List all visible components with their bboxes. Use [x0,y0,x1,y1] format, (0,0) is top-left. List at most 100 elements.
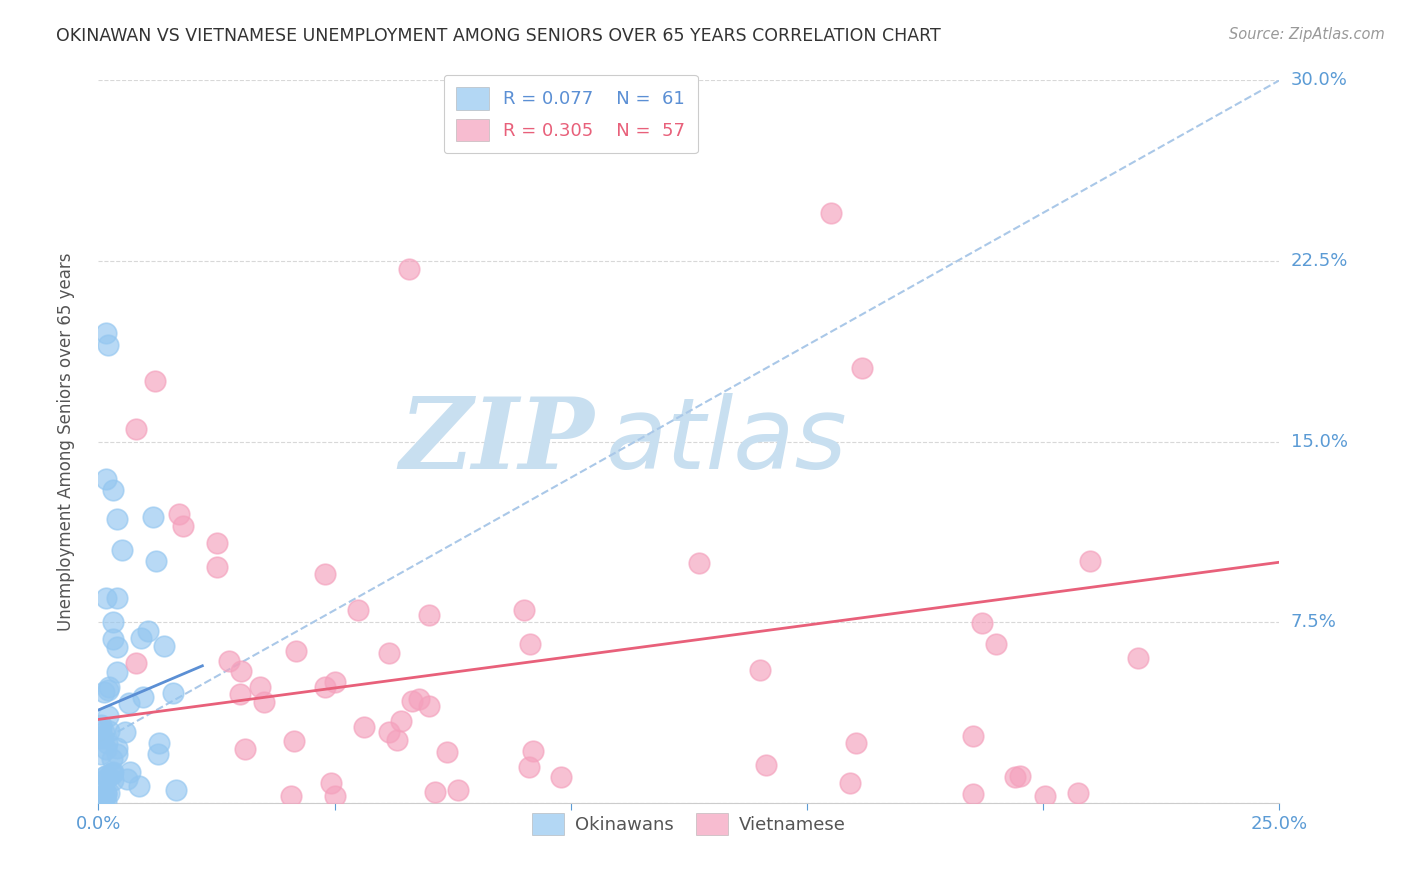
Point [378,725,401,739]
Point [148,747,170,762]
Point [522,744,544,758]
Point [314,567,336,582]
Point [408,691,430,706]
Point [90,723,112,737]
Point [167,507,190,521]
Point [94,788,117,802]
Point [962,787,984,801]
Point [105,640,128,654]
Point [96,786,118,800]
Point [90,718,112,732]
Point [96,736,118,750]
Point [101,752,124,766]
Point [172,518,194,533]
Text: ZIP: ZIP [399,393,595,490]
Point [132,690,155,704]
Point [91,796,114,810]
Point [984,637,1007,651]
Point [125,422,148,436]
Point [101,766,124,780]
Legend: Okinawans, Vietnamese: Okinawans, Vietnamese [519,801,859,848]
Point [389,714,412,728]
Text: 7.5%: 7.5% [1291,613,1337,632]
Point [845,736,868,750]
Point [93,773,115,788]
Point [820,205,842,219]
Point [235,742,257,756]
Point [436,745,458,759]
Point [401,694,423,708]
Point [280,789,302,803]
Point [105,747,128,761]
Point [1008,769,1031,783]
Point [319,776,342,790]
Point [512,603,534,617]
Text: OKINAWAN VS VIETNAMESE UNEMPLOYMENT AMONG SENIORS OVER 65 YEARS CORRELATION CHAR: OKINAWAN VS VIETNAMESE UNEMPLOYMENT AMON… [56,27,941,45]
Point [101,772,124,787]
Point [93,789,115,804]
Point [128,779,150,793]
Point [205,535,228,549]
Point [218,655,240,669]
Text: atlas: atlas [606,393,848,490]
Point [98,724,121,739]
Point [755,758,778,772]
Point [325,789,347,803]
Point [97,682,120,697]
Point [115,772,138,787]
Point [283,734,305,748]
Point [97,680,120,694]
Point [97,709,120,723]
Point [398,261,420,276]
Point [136,624,159,638]
Point [97,771,120,785]
Point [101,632,124,646]
Text: 22.5%: 22.5% [1291,252,1348,270]
Point [120,765,142,780]
Point [93,685,115,699]
Point [114,725,136,739]
Point [153,640,176,654]
Point [550,770,572,784]
Point [962,729,984,743]
Point [205,559,228,574]
Y-axis label: Unemployment Among Seniors over 65 years: Unemployment Among Seniors over 65 years [56,252,75,631]
Point [96,769,118,783]
Point [418,699,440,714]
Point [94,795,117,809]
Point [851,361,873,376]
Point [91,796,114,810]
Point [347,603,370,617]
Point [229,687,252,701]
Point [107,741,129,756]
Point [105,591,128,605]
Point [1078,554,1101,568]
Point [91,793,114,807]
Point [90,730,112,744]
Point [162,686,184,700]
Point [418,607,440,622]
Point [165,783,187,797]
Text: Source: ZipAtlas.com: Source: ZipAtlas.com [1229,27,1385,42]
Point [91,731,114,745]
Point [519,637,541,651]
Point [101,766,124,780]
Text: 30.0%: 30.0% [1291,71,1347,89]
Point [314,680,336,694]
Point [129,631,152,645]
Point [148,736,170,750]
Point [142,510,165,524]
Point [229,665,252,679]
Point [105,665,128,680]
Point [839,776,862,790]
Point [972,615,994,630]
Point [285,644,308,658]
Point [378,646,401,660]
Point [118,696,141,710]
Point [387,732,409,747]
Point [323,675,346,690]
Point [688,556,710,570]
Point [90,747,112,761]
Point [96,741,118,756]
Point [93,725,115,739]
